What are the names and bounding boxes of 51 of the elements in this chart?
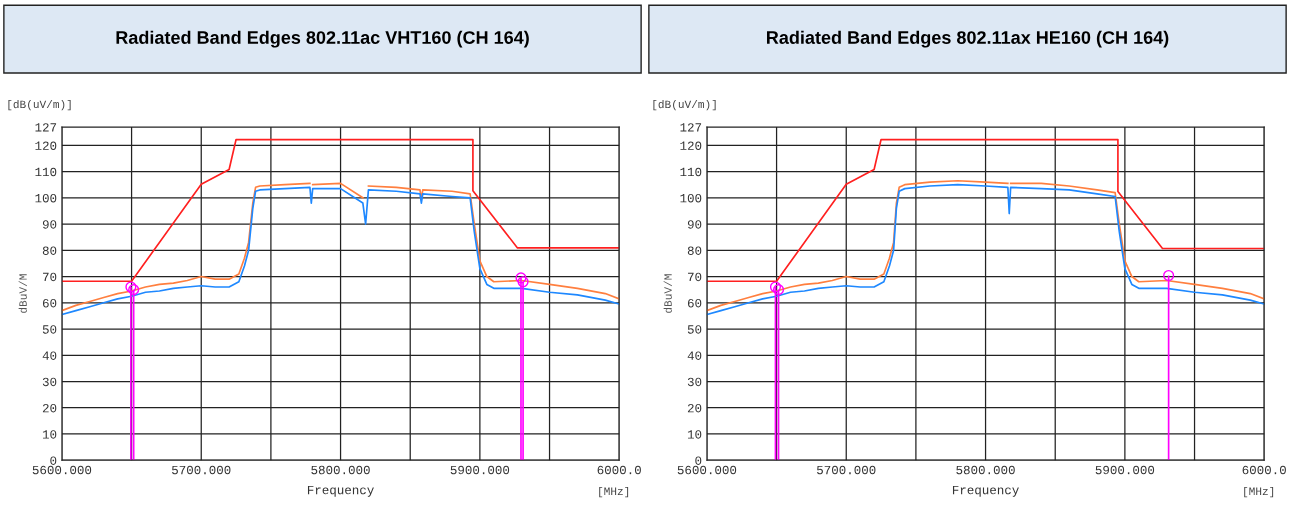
y-tick-label: 40: [687, 351, 702, 360]
y-tick-label: 80: [42, 246, 57, 255]
y-tick-label: 120: [680, 141, 702, 150]
y-tick-label: 20: [42, 403, 57, 413]
y-tick-label: 30: [42, 377, 57, 387]
text: [dB(uV/m)]: [8, 99, 71, 111]
x-tick-label: 5800.000: [956, 465, 1015, 475]
y-tick-label: 70: [688, 272, 702, 282]
y-tick-label: 127: [35, 123, 57, 132]
y-tick-label: 70: [43, 272, 57, 282]
x-tick-label: 6000.0: [1242, 465, 1286, 475]
y-axis-title: dBuV/M: [663, 274, 672, 313]
x-tick-label: 5800.000: [311, 465, 370, 475]
chart-title: Radiated Band Edges 802.11ax HE160 (CH 164): [767, 30, 1169, 48]
y-tick-label: 90: [687, 220, 702, 229]
text: [MHz]: [599, 486, 629, 498]
point: [1163, 269, 1175, 282]
y-tick-label: 50: [687, 325, 702, 334]
text: [dB(uV/m)]: [653, 99, 716, 111]
chart-title: Radiated Band Edges 802.11ac VHT160 (CH 164): [116, 30, 529, 48]
y-tick-label: 80: [687, 246, 702, 255]
y-tick-label: 0: [50, 456, 57, 465]
y-tick-label: 50: [42, 325, 57, 334]
y-tick-label: 100: [35, 193, 57, 203]
y-tick-label: 30: [687, 377, 702, 387]
y-tick-label: 10: [687, 430, 702, 439]
y-tick-label: 90: [42, 220, 57, 229]
y-tick-label: 127: [680, 123, 702, 132]
x-tick-label: 5700.000: [817, 465, 876, 475]
y-tick-label: 100: [680, 193, 702, 203]
x-tick-label: 5700.000: [172, 465, 231, 475]
y-tick-label: 0: [695, 456, 702, 465]
x-axis-title: Frequency: [307, 485, 374, 497]
y-tick-label: 40: [42, 351, 57, 360]
y-tick-label: 60: [687, 298, 702, 308]
y-tick-label: 60: [42, 298, 57, 308]
y-tick-label: 20: [687, 403, 702, 413]
y-tick-label: 110: [35, 167, 57, 177]
y-axis-title: dBuV/M: [18, 274, 27, 313]
x-tick-label: 5900.000: [450, 465, 510, 475]
x-tick-label: 5600.000: [677, 465, 737, 475]
y-tick-label: 10: [42, 430, 57, 439]
text: [MHz]: [1244, 486, 1274, 498]
x-tick-label: 6000.0: [597, 465, 641, 475]
x-tick-label: 5900.000: [1095, 465, 1155, 475]
x-tick-label: 5600.000: [32, 465, 92, 475]
y-tick-label: 120: [35, 141, 57, 150]
point: [515, 272, 527, 284]
x-axis-title: Frequency: [952, 485, 1019, 497]
point: [517, 276, 529, 288]
y-tick-label: 110: [680, 167, 702, 177]
